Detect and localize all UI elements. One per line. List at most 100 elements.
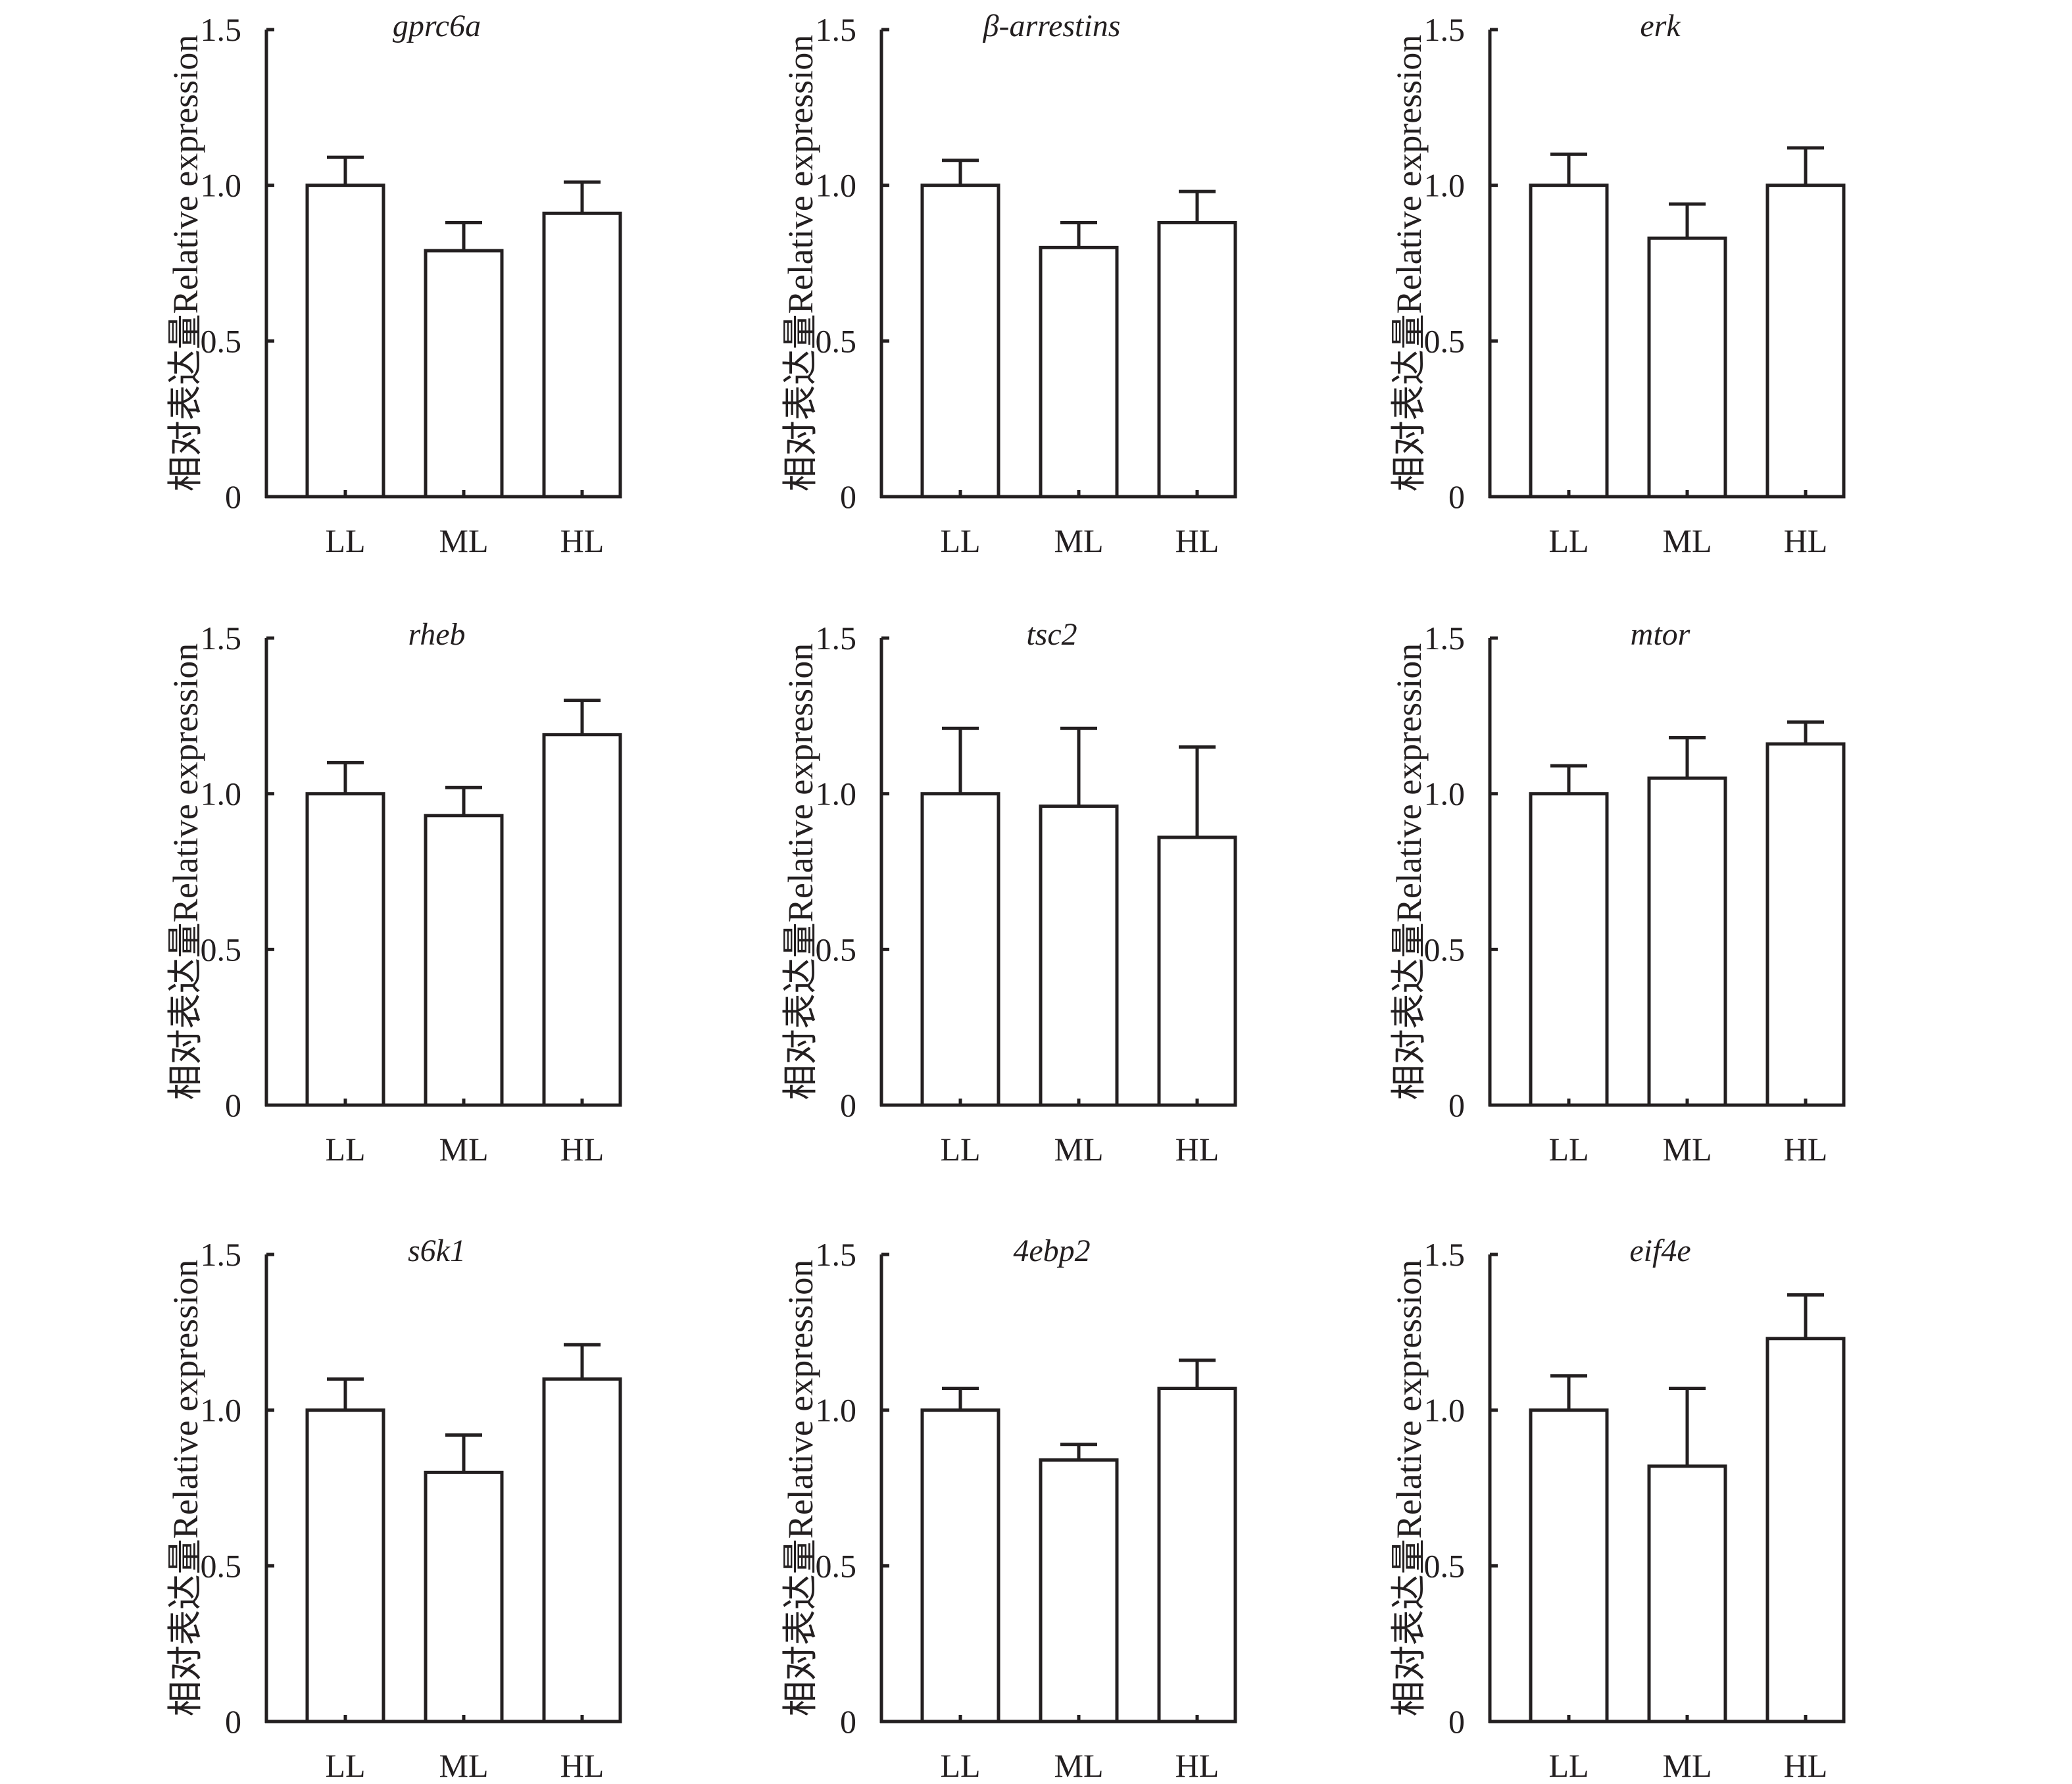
chart-panel-rheb: 相对表达量Relative expression rheb 0 0.5 1.0 1.5 LL…: [166, 617, 622, 1168]
x-tick-label: LL: [940, 522, 980, 559]
x-tick-label: ML: [439, 1131, 489, 1168]
chart-title: rheb: [408, 617, 465, 652]
x-tick-label: LL: [325, 1747, 365, 1784]
chart-panel-eif4e: 相对表达量Relative expression eif4e 0 0.5 1.0 1.5 L…: [1389, 1233, 1846, 1784]
x-tick-label: HL: [1784, 1747, 1828, 1784]
bar-ll: [305, 1408, 385, 1723]
y-tick-label: 1.0: [816, 167, 857, 204]
bar-ll: [1529, 792, 1609, 1107]
chart-panel-tsc2: 相对表达量Relative expression tsc2 0 0.5 1.0 1.5 LL…: [781, 617, 1237, 1168]
bar-ml: [1647, 1464, 1727, 1723]
y-tick-label: 1.5: [201, 1236, 242, 1273]
bar-ll: [1529, 1408, 1609, 1723]
bar-ml: [1039, 1458, 1119, 1723]
chart-title: tsc2: [1026, 617, 1077, 652]
x-tick-label: LL: [1548, 522, 1589, 559]
x-tick-label: HL: [1175, 1131, 1220, 1168]
bar-hl: [1765, 742, 1846, 1107]
chart-title: mtor: [1631, 617, 1690, 652]
bar-hl: [1157, 835, 1237, 1107]
y-tick-label: 0.5: [816, 1547, 857, 1584]
y-tick-label: 0: [225, 1703, 241, 1740]
y-tick-label: 1.5: [816, 11, 857, 48]
x-tick-label: LL: [1548, 1131, 1589, 1168]
x-tick-label: ML: [439, 522, 489, 559]
chart-panel--arrestins: 相对表达量Relative expression β-arrestins 0 0.5 1…: [781, 9, 1237, 559]
bar-ml: [424, 1470, 504, 1723]
y-tick-label: 0.5: [816, 931, 857, 968]
bar-ll: [305, 184, 385, 499]
y-tick-label: 1.0: [816, 1392, 857, 1429]
y-axis-label: 相对表达量Relative expression: [166, 643, 205, 1100]
y-axis-label: 相对表达量Relative expression: [1389, 1260, 1429, 1716]
bar-hl: [1765, 1337, 1846, 1723]
x-tick-label: HL: [1175, 522, 1220, 559]
y-tick-label: 1.5: [816, 1236, 857, 1273]
y-axis-label: 相对表达量Relative expression: [781, 35, 820, 491]
y-axis-label: 相对表达量Relative expression: [781, 1260, 820, 1716]
x-tick-label: HL: [1784, 522, 1828, 559]
x-tick-label: HL: [560, 522, 604, 559]
y-axis-label: 相对表达量Relative expression: [781, 643, 820, 1100]
bar-ml: [1647, 236, 1727, 499]
y-tick-label: 0.5: [1424, 322, 1466, 359]
bar-hl: [542, 733, 622, 1107]
y-tick-label: 0: [840, 1703, 856, 1740]
bar-hl: [542, 211, 622, 499]
y-tick-label: 0.5: [816, 322, 857, 359]
chart-title: erk: [1640, 9, 1681, 43]
x-tick-label: LL: [325, 522, 365, 559]
x-tick-label: ML: [1054, 1747, 1104, 1784]
chart-panel-s6k1: 相对表达量Relative expression s6k1 0 0.5 1.0 1.5 LL…: [166, 1233, 622, 1784]
bar-hl: [1157, 220, 1237, 499]
y-tick-label: 1.5: [1424, 1236, 1466, 1273]
y-tick-label: 1.0: [816, 776, 857, 812]
x-tick-label: HL: [560, 1131, 604, 1168]
y-tick-label: 1.5: [201, 11, 242, 48]
chart-panel-erk: 相对表达量Relative expression erk 0 0.5 1.0 1.5 LL M…: [1389, 9, 1846, 559]
y-tick-label: 1.0: [201, 167, 242, 204]
x-tick-label: ML: [439, 1747, 489, 1784]
y-axis-label: 相对表达量Relative expression: [1389, 643, 1429, 1100]
bar-ll: [1529, 184, 1609, 499]
bar-ml: [1039, 805, 1119, 1107]
x-tick-label: LL: [1548, 1747, 1589, 1784]
x-tick-label: HL: [1175, 1747, 1220, 1784]
x-tick-label: ML: [1663, 1747, 1712, 1784]
y-tick-label: 0.5: [1424, 1547, 1466, 1584]
y-axis-label: 相对表达量Relative expression: [166, 35, 205, 491]
bar-ml: [424, 814, 504, 1107]
y-tick-label: 0: [1448, 478, 1465, 515]
x-tick-label: LL: [940, 1131, 980, 1168]
chart-title: β-arrestins: [983, 9, 1121, 43]
y-tick-label: 1.0: [1424, 776, 1466, 812]
y-tick-label: 1.0: [201, 1392, 242, 1429]
y-tick-label: 0: [1448, 1087, 1465, 1124]
chart-panel-4ebp2: 相对表达量Relative expression 4ebp2 0 0.5 1.0 1.5 L…: [781, 1233, 1237, 1784]
bar-ml: [1647, 776, 1727, 1107]
chart-title: eif4e: [1629, 1233, 1690, 1268]
y-tick-label: 1.0: [1424, 1392, 1466, 1429]
y-tick-label: 1.0: [201, 776, 242, 812]
chart-panel-gprc6a: 相对表达量Relative expression gprc6a 0 0.5 1.0 1.5…: [166, 9, 622, 559]
bar-ll: [920, 184, 1000, 499]
chart-title: gprc6a: [393, 9, 481, 43]
y-tick-label: 0: [1448, 1703, 1465, 1740]
y-tick-label: 1.5: [816, 620, 857, 657]
bar-hl: [542, 1377, 622, 1723]
x-tick-label: ML: [1054, 1131, 1104, 1168]
x-tick-label: ML: [1054, 522, 1104, 559]
bar-ll: [305, 792, 385, 1107]
y-tick-label: 0: [840, 1087, 856, 1124]
y-tick-label: 0: [225, 478, 241, 515]
y-tick-label: 0.5: [201, 322, 242, 359]
x-tick-label: LL: [940, 1747, 980, 1784]
y-tick-label: 0.5: [201, 931, 242, 968]
chart-panel-mtor: 相对表达量Relative expression mtor 0 0.5 1.0 1.5 LL…: [1389, 617, 1846, 1168]
y-tick-label: 1.5: [1424, 11, 1466, 48]
y-tick-label: 0: [840, 478, 856, 515]
chart-title: 4ebp2: [1013, 1233, 1090, 1268]
y-tick-label: 1.0: [1424, 167, 1466, 204]
x-tick-label: HL: [560, 1747, 604, 1784]
